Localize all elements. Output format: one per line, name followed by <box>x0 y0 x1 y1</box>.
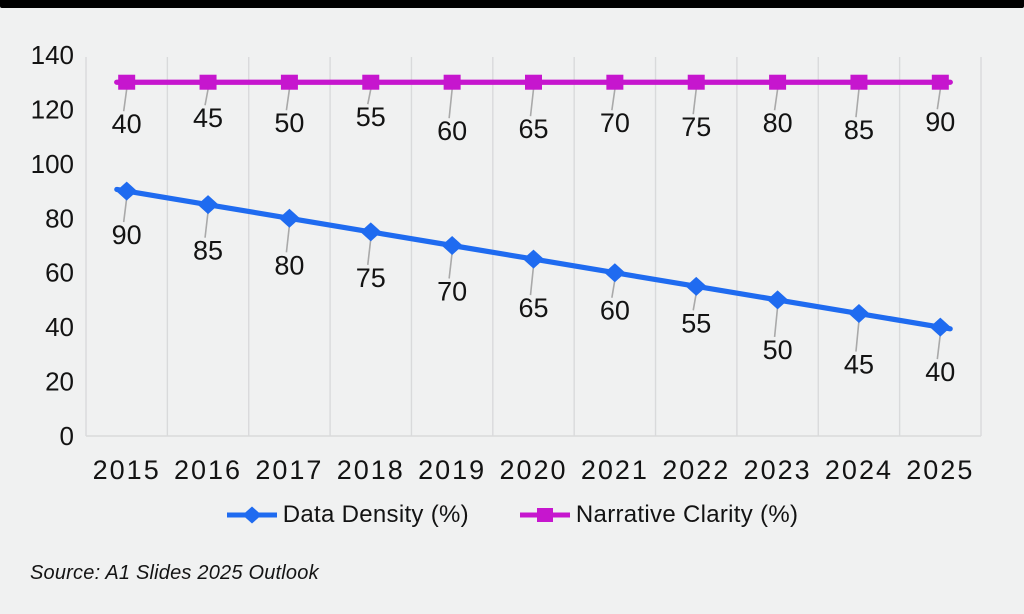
data-point-marker-square <box>525 74 542 90</box>
data-point-label: 70 <box>600 108 630 138</box>
data-label-leader-line <box>611 89 616 111</box>
data-point-label: 40 <box>925 357 955 387</box>
legend-label-narrative-clarity: Narrative Clarity (%) <box>575 501 799 528</box>
data-label-leader-line <box>285 225 291 253</box>
series-narrative-clarity: 40 45 50 55 60 65 70 75 80 85 90 <box>112 74 955 146</box>
y-axis-tick-label: 40 <box>45 312 74 342</box>
data-point-label: 50 <box>274 108 304 138</box>
data-label-leader-line <box>611 279 616 298</box>
data-label-leader-line <box>448 252 453 279</box>
data-label-leader-line <box>285 89 291 111</box>
x-axis-tick-label: 2023 <box>744 455 812 485</box>
data-point-label: 90 <box>112 220 142 250</box>
data-label-leader-line <box>122 197 128 223</box>
data-point-marker-square <box>280 74 298 90</box>
data-label-leader-line <box>692 293 698 311</box>
data-point-marker-diamond <box>197 195 219 215</box>
legend-item-narrative-clarity: Narrative Clarity (%) <box>519 501 798 529</box>
data-point-marker-square <box>362 74 380 90</box>
data-point-marker-square <box>931 74 949 90</box>
data-point-label: 80 <box>274 250 304 280</box>
data-point-marker-diamond <box>441 236 463 255</box>
data-label-leader-line <box>122 89 128 112</box>
series-data-density: 90 85 80 75 70 65 60 55 50 45 40 <box>112 181 955 387</box>
legend-swatch-line-diamond-icon <box>226 506 277 524</box>
data-label-leader-line <box>448 89 453 119</box>
y-axis-tick-label: 60 <box>45 258 74 288</box>
data-point-marker-diamond <box>523 249 544 269</box>
x-axis-tick-label: 2024 <box>825 455 893 485</box>
legend-swatch-line-square-icon <box>519 508 570 522</box>
data-point-marker-square <box>606 74 624 90</box>
y-axis-tick-label: 80 <box>45 203 74 233</box>
data-point-label: 65 <box>518 293 548 323</box>
data-point-label: 60 <box>437 116 467 146</box>
data-label-leader-line <box>204 211 209 238</box>
data-point-marker-diamond <box>278 208 300 228</box>
legend-label-data-density: Data Density (%) <box>282 501 469 528</box>
data-point-label: 70 <box>437 277 467 307</box>
data-point-label: 55 <box>356 102 386 132</box>
data-point-label: 45 <box>844 350 874 380</box>
data-point-label: 45 <box>193 103 223 133</box>
legend-item-data-density: Data Density (%) <box>226 501 469 529</box>
data-point-label: 75 <box>356 263 386 293</box>
data-point-marker-diamond <box>360 222 382 242</box>
data-point-label: 60 <box>600 296 630 326</box>
data-point-marker-diamond <box>116 181 138 201</box>
data-label-leader-line <box>855 89 860 118</box>
data-point-marker-square <box>687 74 705 90</box>
x-axis-tick-label: 2022 <box>662 455 730 485</box>
data-label-leader-line <box>936 89 942 110</box>
data-point-marker-square <box>118 74 136 90</box>
data-point-label: 80 <box>763 108 793 138</box>
data-point-marker-diamond <box>929 317 951 337</box>
x-axis-tick-label: 2019 <box>418 455 486 485</box>
data-point-label: 55 <box>681 308 711 338</box>
y-axis-tick-label: 0 <box>60 421 74 451</box>
data-label-leader-line <box>936 334 942 360</box>
data-point-marker-diamond <box>767 290 789 310</box>
data-point-label: 75 <box>681 112 711 142</box>
y-axis-tick-label: 20 <box>45 367 74 397</box>
data-label-leader-line <box>855 320 860 352</box>
data-point-label: 85 <box>193 236 223 266</box>
chart-legend: Data Density (%) Narrative Clarity (%) <box>0 501 1024 529</box>
data-label-leader-line <box>529 266 535 296</box>
data-label-leader-line <box>366 89 372 105</box>
source-note: Source: A1 Slides 2025 Outlook <box>30 562 319 584</box>
y-axis-tick-label: 120 <box>31 94 74 124</box>
data-point-marker-diamond <box>604 263 626 283</box>
data-point-label: 40 <box>112 109 142 139</box>
x-axis-tick-label: 2016 <box>174 455 242 485</box>
data-label-leader-line <box>692 89 698 115</box>
data-point-marker-square <box>850 74 868 90</box>
data-point-label: 65 <box>518 114 548 144</box>
x-axis-tick-label: 2021 <box>581 455 649 485</box>
data-label-leader-line <box>773 306 779 338</box>
data-point-marker-diamond <box>848 304 870 324</box>
data-point-label: 85 <box>844 115 874 145</box>
x-axis-tick-label: 2025 <box>906 455 974 485</box>
data-label-leader-line <box>204 89 209 106</box>
x-axis-tick-label: 2020 <box>499 455 567 485</box>
y-axis-tick-label: 140 <box>31 40 74 70</box>
x-axis-tick-label: 2018 <box>337 455 405 485</box>
data-point-label: 90 <box>925 107 955 137</box>
data-point-label: 50 <box>763 335 793 365</box>
data-point-marker-square <box>443 74 461 90</box>
data-label-leader-line <box>366 238 372 265</box>
data-point-marker-square <box>199 74 217 90</box>
y-axis-tick-label: 100 <box>31 149 74 179</box>
data-label-leader-line <box>773 89 779 111</box>
data-label-leader-line <box>529 89 535 117</box>
x-axis-tick-label: 2015 <box>93 455 161 485</box>
data-point-marker-square <box>769 74 787 90</box>
top-border-bar <box>0 0 1024 8</box>
data-point-marker-diamond <box>685 276 707 296</box>
x-axis-tick-label: 2017 <box>255 455 323 485</box>
